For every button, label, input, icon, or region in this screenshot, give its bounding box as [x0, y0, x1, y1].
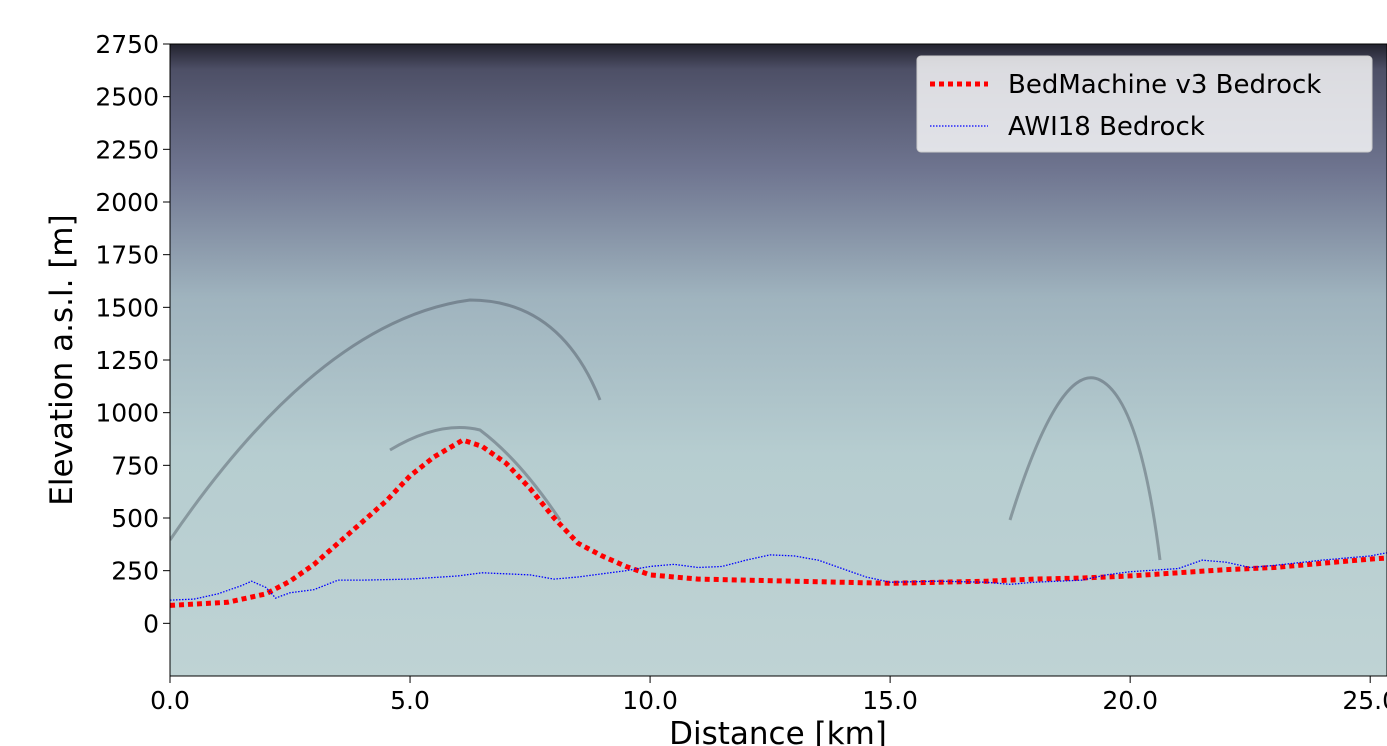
legend-box	[916, 55, 1373, 153]
x-tick-label: 20.0	[1102, 686, 1158, 715]
y-tick-label: 500	[111, 504, 159, 533]
x-tick-label: 5.0	[390, 686, 430, 715]
y-tick-label: 2750	[95, 30, 159, 59]
y-tick-label: 1250	[95, 346, 159, 375]
y-tick-label: 0	[143, 609, 159, 638]
radar-texture	[170, 298, 1162, 561]
y-tick-label: 750	[111, 451, 159, 480]
x-tick-label: 0.0	[150, 686, 190, 715]
y-tick-label: 2000	[95, 188, 159, 217]
y-tick-label: 1750	[95, 241, 159, 270]
y-tick-label: 2500	[95, 83, 159, 112]
y-tick-label: 1000	[95, 399, 159, 428]
legend: BedMachine v3 Bedrock AWI18 Bedrock	[916, 55, 1373, 153]
x-tick-label: 10.0	[622, 686, 678, 715]
series-line	[170, 437, 1387, 608]
legend-label: BedMachine v3 Bedrock	[1008, 70, 1321, 100]
y-tick-label: 2250	[95, 135, 159, 164]
y-tick-label: 250	[111, 557, 159, 586]
series-line	[170, 552, 1387, 601]
x-tick-label: 25.0	[1342, 686, 1387, 715]
legend-label: AWI18 Bedrock	[1008, 112, 1205, 142]
y-axis-label: Elevation a.s.l. [m]	[44, 214, 80, 505]
y-tick-label: 1500	[95, 293, 159, 322]
x-axis-label: Distance [km]	[669, 716, 887, 746]
x-tick-label: 15.0	[862, 686, 918, 715]
plot-area	[170, 437, 1387, 608]
